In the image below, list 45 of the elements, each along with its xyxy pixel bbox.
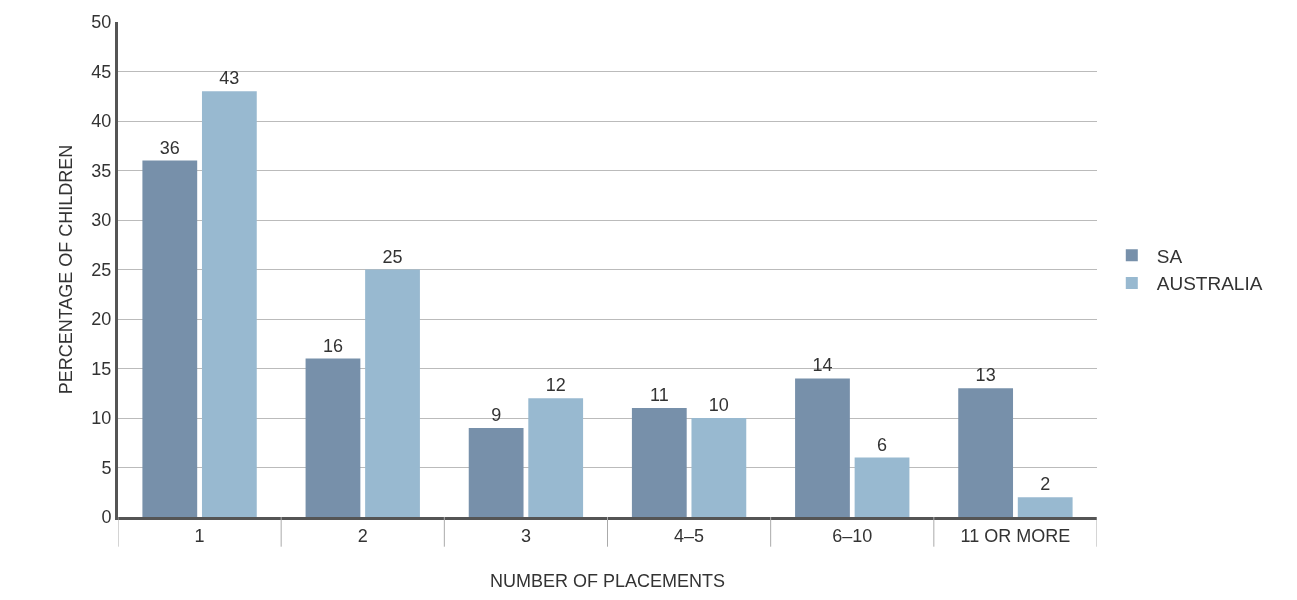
y-tick-label: 20	[91, 309, 112, 330]
data-label: 25	[382, 246, 403, 267]
y-tick-label: 35	[91, 160, 112, 181]
x-tick-label: 6–10	[832, 525, 873, 546]
data-label: 10	[708, 395, 729, 415]
legend-label: AUSTRALIA	[1156, 273, 1263, 295]
y-tick-label: 45	[91, 61, 112, 82]
bar	[1017, 497, 1073, 517]
y-tick-label: 25	[91, 259, 112, 280]
bar	[795, 378, 850, 517]
x-tick-label: 4–5	[674, 525, 705, 546]
y-tick-label: 15	[91, 358, 112, 379]
data-label: 43	[219, 68, 240, 89]
data-label: 11	[649, 385, 669, 406]
bar	[468, 427, 524, 517]
y-tick-label: 5	[101, 457, 112, 478]
legend-label: SA	[1156, 245, 1183, 267]
bar	[631, 408, 687, 517]
bar	[201, 91, 257, 517]
x-tick-label: 1	[194, 525, 205, 546]
y-tick-label: 40	[91, 111, 112, 132]
y-tick-label: 10	[91, 408, 112, 429]
data-label: 16	[322, 335, 343, 356]
data-label: 6	[877, 434, 888, 455]
y-tick-label: 50	[91, 12, 112, 33]
data-label: 12	[545, 375, 566, 396]
y-tick-label: 30	[91, 210, 112, 231]
x-tick-label: 11 OR MORE	[960, 525, 1071, 546]
data-label: 36	[159, 137, 180, 158]
data-label: 9	[491, 404, 502, 425]
x-tick-label: 2	[357, 525, 368, 546]
x-tick-label: 3	[520, 525, 531, 546]
bar	[958, 388, 1014, 517]
bar	[854, 457, 910, 517]
y-tick-label: 0	[101, 507, 112, 528]
data-label: 13	[975, 365, 996, 386]
data-label: 2	[1040, 474, 1051, 495]
bar	[528, 398, 584, 517]
x-axis-title: NUMBER OF PLACEMENTS	[489, 570, 726, 591]
bar	[305, 358, 361, 517]
bar	[691, 418, 747, 517]
y-axis-title: PERCENTAGE OF CHILDREN	[55, 144, 76, 395]
bar	[365, 269, 420, 517]
data-label: 14	[812, 355, 833, 376]
bar	[142, 160, 198, 517]
